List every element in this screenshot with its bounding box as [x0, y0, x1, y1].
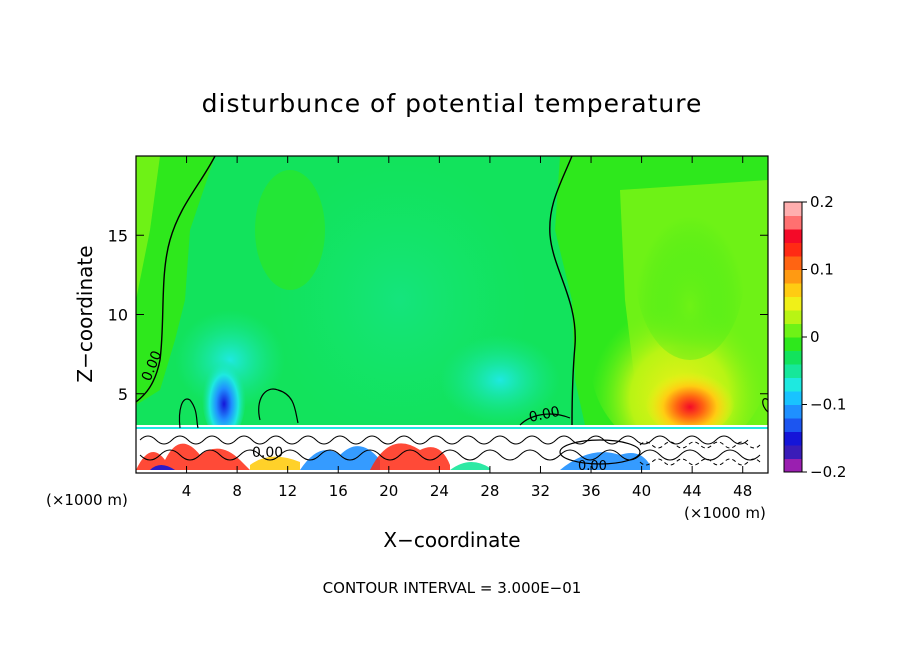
colorbar-swatch	[784, 445, 802, 459]
colorbar-swatch	[784, 256, 802, 270]
x-tick-label: 4	[182, 482, 192, 500]
zero-contour-left	[136, 156, 216, 403]
y-axis-label: Z−coordinate	[73, 245, 97, 382]
x-tick-label: 36	[581, 482, 600, 500]
x-axis-label: X−coordinate	[383, 528, 520, 552]
x-tick-label: 32	[531, 482, 550, 500]
colorbar-swatch	[784, 323, 802, 338]
x-axis: 4 8 12 16 20 24 28 32 36 40 44 48	[182, 156, 752, 500]
colorbar-swatch	[784, 404, 802, 419]
colorbar-swatch	[784, 296, 802, 311]
boundary-contour-5	[559, 439, 641, 465]
x-unit-right: (×1000 m)	[684, 504, 766, 522]
boundary-patch-2	[300, 446, 380, 470]
zero-contour-edge	[762, 398, 768, 413]
colorbar-ticks: −0.2 −0.1 0 0.1 0.2	[802, 193, 846, 481]
contour-label: 0.00	[252, 445, 283, 461]
x-tick-label: 40	[632, 482, 651, 500]
colorbar-swatch	[784, 350, 802, 365]
colorbar-swatch	[784, 310, 802, 324]
field-left-lime	[136, 156, 215, 405]
x-tick-label: 48	[733, 482, 752, 500]
colorbar-tick-label: −0.2	[810, 463, 846, 481]
zero-contour-right	[549, 156, 576, 426]
colorbar-tick-label: 0	[810, 328, 820, 346]
contour-label: 0.00	[528, 404, 562, 426]
colorbar	[784, 202, 802, 473]
x-tick-label: 44	[683, 482, 702, 500]
colorbar-swatch	[784, 242, 802, 257]
colorbar-swatch	[784, 202, 802, 216]
chart-title: disturbunce of potential temperature	[202, 89, 703, 118]
boundary-contour-4	[639, 458, 761, 466]
zero-contour-loop-2	[258, 388, 299, 424]
x-tick-label: 8	[232, 482, 242, 500]
colorbar-swatch	[784, 418, 802, 432]
boundary-patch-1	[136, 443, 250, 470]
contour-label: 0.00	[578, 459, 607, 474]
plot-field	[136, 156, 768, 473]
x-tick-label: 24	[430, 482, 449, 500]
field-center-lime-blob	[255, 170, 325, 290]
colorbar-swatch	[784, 391, 802, 405]
boundary-patch-6	[450, 461, 490, 470]
field-left-green	[136, 156, 160, 300]
colorbar-swatch	[784, 215, 802, 230]
field-warm-red	[645, 365, 735, 435]
boundary-contour-2	[139, 449, 761, 461]
colorbar-swatch	[784, 377, 802, 392]
boundary-patch-3	[370, 443, 450, 470]
colorbar-tick-label: 0.1	[810, 261, 834, 279]
zero-contour-loop-1	[178, 398, 199, 429]
y-tick-label: 15	[108, 226, 128, 245]
x-tick-label: 16	[329, 482, 348, 500]
x-tick-label: 20	[379, 482, 398, 500]
field-cyan-plume-2	[440, 335, 560, 425]
contour-interval-note: CONTOUR INTERVAL = 3.000E−01	[323, 579, 582, 597]
colorbar-swatch	[784, 229, 802, 243]
boundary-contour-3	[639, 441, 761, 449]
x-tick-label: 12	[278, 482, 297, 500]
colorbar-tick-label: −0.1	[810, 396, 846, 414]
colorbar-swatch	[784, 283, 802, 297]
y-tick-label: 10	[108, 306, 128, 325]
field-cold-blob	[202, 350, 246, 440]
colorbar-tick-label: 0.2	[810, 193, 834, 211]
field-warm-lime	[635, 180, 745, 360]
colorbar-swatch	[784, 269, 802, 284]
x-tick-label: 28	[480, 482, 499, 500]
x-unit-left: (×1000 m)	[46, 491, 128, 509]
y-axis: 5 10 15	[108, 226, 768, 404]
colorbar-swatch	[784, 337, 802, 351]
colorbar-swatch	[784, 431, 802, 446]
boundary-patch-7	[150, 465, 175, 470]
colorbar-swatch	[784, 458, 802, 473]
zero-contour-loop-3	[519, 413, 571, 426]
y-tick-label: 5	[118, 385, 128, 404]
colorbar-swatch	[784, 364, 802, 378]
boundary-contour-1	[139, 435, 749, 445]
